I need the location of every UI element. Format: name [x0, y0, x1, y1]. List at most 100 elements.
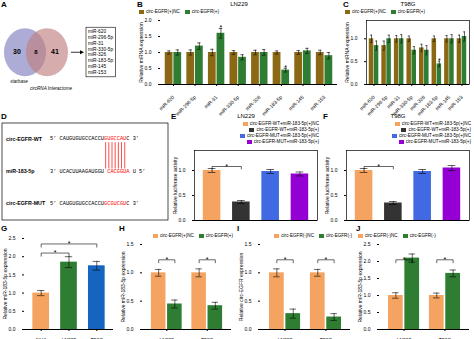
svg-text:miR-183-5p: miR-183-5p: [6, 168, 35, 174]
html-text:G: G: [1, 224, 8, 233]
svg-text:0.0: 0.0: [351, 81, 358, 87]
svg-text:miR-183-5p: miR-183-5p: [416, 93, 439, 117]
html-text:D: D: [1, 112, 7, 121]
svg-text:*: *: [206, 256, 209, 263]
svg-text:1.0: 1.0: [351, 35, 358, 41]
svg-text:1.0: 1.0: [364, 292, 371, 298]
svg-text:LN229: LN229: [397, 337, 412, 339]
svg-text:*: *: [377, 163, 380, 170]
svg-text:0.5: 0.5: [9, 308, 16, 314]
svg-text:*: *: [68, 240, 71, 247]
html-text:C: C: [343, 0, 349, 9]
svg-text:30: 30: [13, 48, 21, 55]
svg-text:circ-EGFR-WT: circ-EGFR-WT: [6, 136, 43, 142]
svg-text:1.0: 1.0: [179, 167, 186, 173]
svg-text:circ-EGFR-MUT: circ-EGFR-MUT: [6, 200, 46, 206]
svg-text:miR-326: miR-326: [244, 94, 262, 112]
svg-text:miR-296-5p: miR-296-5p: [174, 94, 197, 117]
svg-text:1.0: 1.0: [331, 167, 338, 173]
svg-text:Relative circ-EGFR expression: Relative circ-EGFR expression: [238, 253, 244, 322]
svg-text:0.5: 0.5: [331, 192, 338, 198]
svg-text:0.0: 0.0: [145, 81, 152, 87]
svg-text:T98G: T98G: [320, 337, 333, 339]
svg-text:*: *: [284, 256, 287, 263]
svg-text:*: *: [325, 256, 328, 263]
svg-text:*: *: [438, 57, 441, 64]
svg-text:miR-31: miR-31: [385, 93, 401, 110]
svg-text:1.0: 1.0: [145, 49, 152, 55]
svg-text:LN229: LN229: [159, 337, 174, 339]
svg-text:5’ CAUGUGUGCCACCUGCGUCGUC 3’: 5’ CAUGUGUGCCACCUGCGUCGUC 3’: [50, 201, 139, 207]
svg-text:miR-153: miR-153: [446, 94, 464, 112]
svg-text:LN229: LN229: [62, 337, 77, 339]
svg-text:0.5: 0.5: [145, 65, 152, 71]
svg-text:*: *: [403, 256, 406, 263]
svg-text:0.5: 0.5: [127, 298, 134, 304]
html-text:LN229: LN229: [237, 113, 255, 119]
svg-text:41: 41: [51, 48, 59, 55]
svg-text:0.5: 0.5: [245, 298, 252, 304]
svg-text:Relative luciferase activity: Relative luciferase activity: [172, 156, 178, 214]
svg-text:0.0: 0.0: [9, 326, 16, 332]
svg-text:0.5: 0.5: [351, 58, 358, 64]
svg-text:2.0: 2.0: [9, 253, 16, 259]
svg-text:3’ UCACUUAAGAUGGU CACGGUA U 5’: 3’ UCACUUAAGAUGGU CACGGUA U 5’: [50, 169, 145, 175]
svg-text:T98G: T98G: [439, 337, 452, 339]
svg-text:miR-330-5p: miR-330-5p: [390, 93, 414, 117]
svg-text:miR-183-5p: miR-183-5p: [261, 94, 284, 117]
svg-text:2.5: 2.5: [9, 235, 16, 241]
svg-text:1.0: 1.0: [245, 269, 252, 275]
svg-text:Relative miRNA expression: Relative miRNA expression: [344, 22, 350, 83]
svg-text:miR-326: miR-326: [408, 93, 427, 112]
svg-text:miR-31: miR-31: [203, 94, 219, 110]
svg-text:*: *: [54, 249, 57, 256]
svg-text:miR-330-5p: miR-330-5p: [217, 94, 240, 117]
svg-text:1.0: 1.0: [127, 269, 134, 275]
svg-text:miR-620miR-296-5pmiR-31miR-330: miR-620miR-296-5pmiR-31miR-330-5pmiR-326…: [88, 29, 113, 75]
svg-text:0.5: 0.5: [364, 309, 371, 315]
svg-text:miR-296-5p: miR-296-5p: [365, 93, 389, 117]
svg-text:1.5: 1.5: [245, 241, 252, 247]
svg-text:T98G: T98G: [201, 337, 214, 339]
html-text:A: A: [1, 0, 7, 9]
svg-text:*: *: [284, 64, 287, 71]
svg-text:0.0: 0.0: [331, 217, 338, 223]
html-text:LN229: LN229: [230, 1, 248, 7]
svg-text:1.0: 1.0: [9, 290, 16, 296]
svg-text:0.5: 0.5: [179, 192, 186, 198]
svg-text:0.0: 0.0: [127, 326, 134, 332]
svg-text:0.0: 0.0: [245, 326, 252, 332]
svg-text:*: *: [444, 256, 447, 263]
svg-text:0.0: 0.0: [364, 326, 371, 332]
svg-text:5’ CAUGUGUGCCACCUGUGCCAUC 3’: 5’ CAUGUGUGCCACCUGUGCCAUC 3’: [50, 137, 139, 143]
svg-text:*: *: [225, 163, 228, 170]
html-text:B: B: [137, 0, 143, 9]
svg-text:miR-620: miR-620: [358, 93, 376, 112]
svg-text:miR-145: miR-145: [287, 94, 305, 112]
svg-text:Relative miRNA expression: Relative miRNA expression: [138, 22, 144, 83]
html-text:T98G: T98G: [400, 1, 416, 7]
svg-text:Relative miR-183-5p expression: Relative miR-183-5p expression: [2, 248, 8, 319]
svg-text:*: *: [165, 256, 168, 263]
svg-text:0.0: 0.0: [179, 217, 186, 223]
svg-text:*: *: [220, 24, 223, 31]
svg-text:miR-145: miR-145: [433, 93, 452, 112]
svg-text:starbase: starbase: [10, 79, 28, 84]
svg-text:1.5: 1.5: [127, 241, 134, 247]
svg-text:T98G: T98G: [91, 337, 104, 339]
svg-text:Relative luciferase activity: Relative luciferase activity: [324, 156, 330, 214]
svg-text:miR-153: miR-153: [309, 94, 327, 112]
svg-text:2.0: 2.0: [364, 258, 371, 264]
svg-text:circRNA Interactome: circRNA Interactome: [30, 86, 73, 91]
svg-text:Relative miR-183-5p expression: Relative miR-183-5p expression: [120, 251, 126, 322]
svg-text:2.0: 2.0: [145, 17, 152, 23]
svg-text:1.5: 1.5: [9, 272, 16, 278]
svg-text:Relative miR-183-5p expression: Relative miR-183-5p expression: [357, 251, 363, 322]
svg-text:2.5: 2.5: [364, 241, 371, 247]
svg-text:1.5: 1.5: [145, 33, 152, 39]
svg-text:NHA: NHA: [36, 337, 47, 339]
svg-text:miR-620: miR-620: [158, 94, 176, 112]
svg-text:LN229: LN229: [278, 337, 293, 339]
svg-text:8: 8: [34, 49, 38, 55]
svg-text:1.5: 1.5: [364, 275, 371, 281]
